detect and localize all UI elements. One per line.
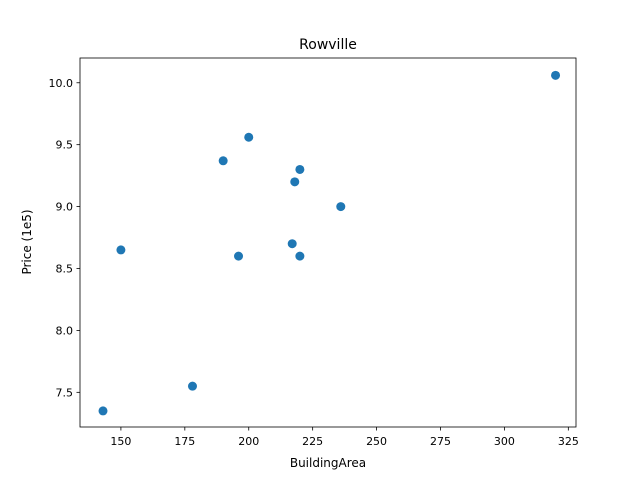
x-tick-label: 150: [110, 435, 131, 448]
x-tick-label: 200: [238, 435, 259, 448]
x-axis-label: BuildingArea: [290, 456, 366, 470]
x-tick-label: 325: [558, 435, 579, 448]
y-axis-ticks: 7.5 8.0 8.5 9.0 9.5 10.0: [49, 77, 80, 399]
y-tick-label: 7.5: [56, 386, 74, 399]
data-point: [98, 406, 108, 416]
data-point: [290, 177, 300, 187]
x-tick-label: 175: [174, 435, 195, 448]
data-point: [295, 164, 305, 174]
y-tick-label: 9.5: [56, 139, 74, 152]
data-point: [551, 70, 561, 80]
data-point: [244, 132, 254, 142]
data-point: [116, 245, 126, 255]
data-point: [287, 239, 297, 249]
y-tick-label: 9.0: [56, 201, 74, 214]
data-point: [295, 251, 305, 261]
y-tick-label: 8.0: [56, 324, 74, 337]
chart-title: Rowville: [299, 37, 357, 53]
points-layer: [98, 70, 561, 416]
x-tick-label: 275: [430, 435, 451, 448]
x-tick-label: 250: [366, 435, 387, 448]
data-point: [336, 202, 346, 212]
y-tick-label: 10.0: [49, 77, 74, 90]
plot-area-frame: [79, 57, 577, 428]
data-point: [234, 251, 244, 261]
data-point: [218, 156, 228, 166]
y-tick-label: 8.5: [56, 263, 74, 276]
x-tick-label: 300: [494, 435, 515, 448]
x-tick-label: 225: [302, 435, 323, 448]
y-axis-label: Price (1e5): [20, 209, 34, 274]
x-axis-ticks: 150 175 200 225 250 275 300 325: [110, 427, 579, 448]
data-point: [187, 381, 197, 391]
